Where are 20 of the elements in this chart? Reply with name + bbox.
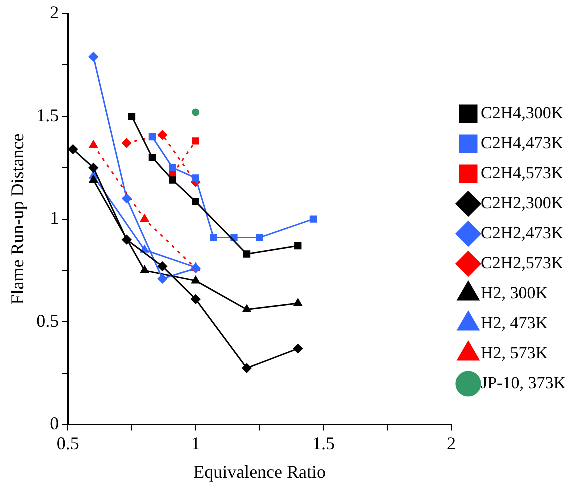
legend-label: H2, 300K — [480, 283, 549, 302]
legend-label: C2H2,300K — [480, 193, 564, 212]
legend-label: H2, 473K — [480, 313, 549, 332]
legend-label: C2H4,573K — [480, 163, 564, 182]
x-tick-label: 1.5 — [312, 433, 335, 454]
y-tick-label: 1.5 — [36, 105, 60, 126]
legend-label: H2, 573K — [480, 343, 549, 362]
y-tick-label: 1 — [50, 208, 60, 228]
y-tick-label: 2 — [50, 2, 60, 23]
y-tick-label: 0 — [50, 414, 60, 434]
legend-label: C2H4,300K — [480, 103, 564, 122]
legend-label: C2H2,473K — [480, 223, 564, 242]
x-tick-label: 1 — [191, 433, 200, 454]
legend-label: C2H2,573K — [480, 253, 564, 272]
legend-label: JP-10, 373K — [480, 373, 567, 392]
x-axis-title: Equivalence Ratio — [194, 462, 326, 482]
y-tick-label: 0.5 — [36, 310, 60, 331]
y-axis-title: Flame Run-up Distance — [8, 134, 28, 305]
legend-label: C2H4,473K — [480, 133, 564, 152]
x-tick-label: 2 — [446, 433, 456, 454]
